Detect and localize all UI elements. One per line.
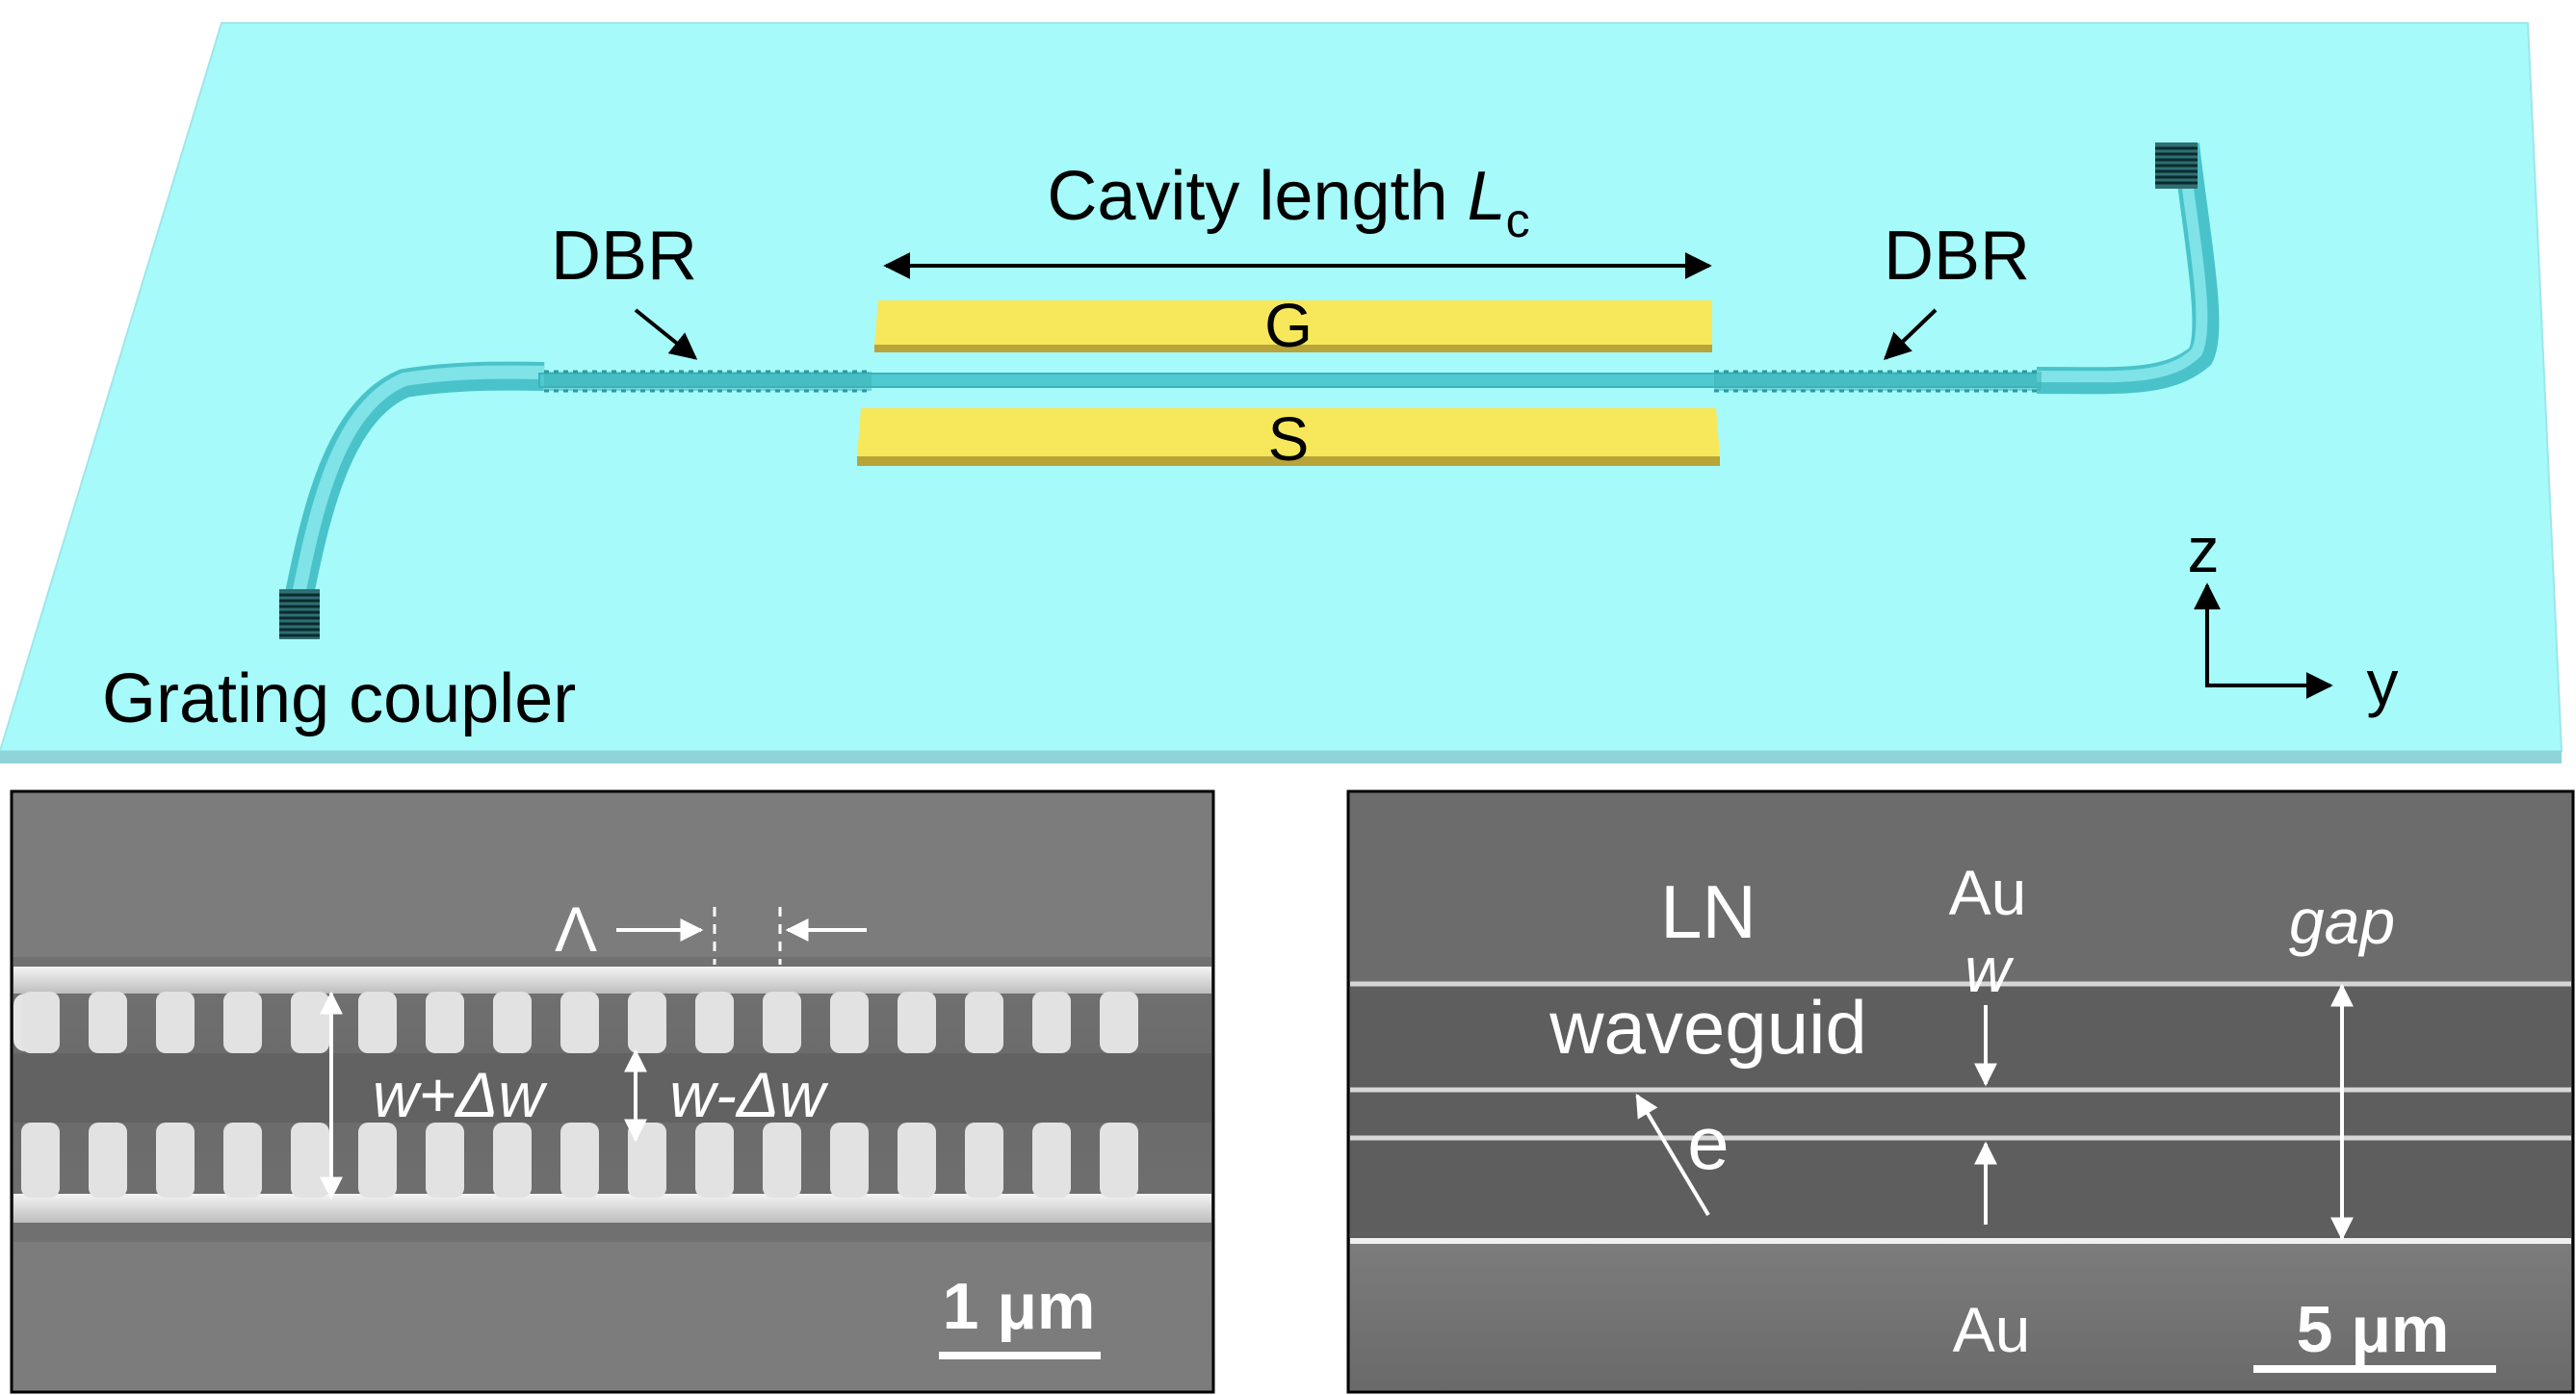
ground-electrode bbox=[874, 300, 1712, 352]
dbr-tooth-upper bbox=[830, 992, 869, 1053]
dbr-tooth-lower bbox=[965, 1123, 1003, 1198]
signal-electrode bbox=[857, 408, 1720, 466]
top-gold-region bbox=[1350, 793, 2571, 984]
sem-right-scale-bar bbox=[2253, 1365, 2496, 1373]
sem-right-scale-label: 5 μm bbox=[2297, 1293, 2450, 1366]
dbr-left-pointer bbox=[634, 308, 698, 360]
au-top-label: Au bbox=[1949, 857, 2027, 928]
dbr-tooth-lower bbox=[89, 1123, 127, 1198]
grating-coupler-label: Grating coupler bbox=[102, 660, 576, 737]
wide-width-label: w+Δw bbox=[373, 1059, 548, 1130]
dbr-tooth-lower bbox=[830, 1123, 869, 1198]
substrate-edge bbox=[0, 751, 2562, 763]
dbr-tooth-upper bbox=[21, 992, 60, 1053]
waveguide-left-bend-top bbox=[292, 365, 545, 597]
dbr-tooth-lower bbox=[898, 1123, 936, 1198]
waveguide-pointer bbox=[1635, 1093, 1710, 1217]
dbr-tooth-upper bbox=[898, 992, 936, 1053]
device-schematic: G S Cavity length Lc DBR DBR Grating cou… bbox=[0, 22, 2563, 763]
waveguide bbox=[284, 142, 2220, 602]
dbr-tooth-lower bbox=[695, 1123, 734, 1198]
ln-label: LN bbox=[1660, 869, 1756, 954]
waveguide-label-tail: e bbox=[1687, 1100, 1729, 1185]
dbr-tooth-upper bbox=[965, 992, 1003, 1053]
dbr-tooth-upper bbox=[358, 992, 397, 1053]
dbr-tooth-lower bbox=[763, 1123, 801, 1198]
dbr-tooth-upper bbox=[763, 992, 801, 1053]
waveguide-right-bend-top bbox=[2036, 143, 2208, 383]
dbr-tooth-upper bbox=[291, 992, 329, 1053]
waveguide-label: waveguid bbox=[1548, 985, 1867, 1070]
dbr-tooth-lower bbox=[156, 1123, 195, 1198]
dbr-tooth-upper bbox=[628, 992, 666, 1053]
sem-left-scale-label: 1 μm bbox=[943, 1270, 1096, 1343]
dbr-tooth-lower bbox=[426, 1123, 464, 1198]
z-axis-label: z bbox=[2188, 514, 2220, 585]
dbr-tooth-lower bbox=[493, 1123, 532, 1198]
dbr-lower-ridge bbox=[13, 1194, 1211, 1223]
dbr-tooth-upper bbox=[695, 992, 734, 1053]
dbr-tooth-upper bbox=[1032, 992, 1071, 1053]
w-label: w bbox=[1965, 934, 2015, 1005]
dbr-tooth-lower bbox=[223, 1123, 262, 1198]
cavity-length-label: Cavity length Lc bbox=[1047, 158, 1529, 247]
dbr-tooth-lower bbox=[1100, 1123, 1138, 1198]
grating-coupler-right bbox=[2155, 142, 2198, 189]
dbr-tooth-upper bbox=[426, 992, 464, 1053]
dbr-tooth-lower bbox=[560, 1123, 599, 1198]
narrow-width-label: w-Δw bbox=[669, 1059, 829, 1130]
period-label: Λ bbox=[555, 893, 597, 965]
dbr-left-label: DBR bbox=[551, 218, 697, 295]
signal-electrode-label: S bbox=[1268, 404, 1310, 474]
dbr-tooth-upper bbox=[223, 992, 262, 1053]
dbr-tooth-upper bbox=[493, 992, 532, 1053]
dbr-right-label: DBR bbox=[1884, 218, 2030, 295]
sem-image-dbr: Λ w+Δw w-Δw 1 μm bbox=[10, 789, 1215, 1394]
au-bottom-label: Au bbox=[1953, 1294, 2031, 1365]
dbr-grating-right bbox=[1714, 370, 2042, 393]
dbr-tooth-upper bbox=[560, 992, 599, 1053]
grating-coupler-left bbox=[279, 589, 320, 639]
gap-region bbox=[1350, 987, 2571, 1239]
dbr-tooth-upper bbox=[1100, 992, 1138, 1053]
dbr-tooth-lower bbox=[1032, 1123, 1071, 1198]
dbr-tooth-upper bbox=[156, 992, 195, 1053]
dbr-tooth-lower bbox=[358, 1123, 397, 1198]
ground-electrode-label: G bbox=[1264, 291, 1313, 360]
coordinate-axes: z y bbox=[2188, 514, 2399, 718]
sem-image-electrodes: LN waveguid e Au w gap Au 5 μm bbox=[1346, 789, 2575, 1394]
dbr-tooth-lower bbox=[291, 1123, 329, 1198]
sem-left-scale-bar bbox=[939, 1352, 1101, 1359]
dbr-tooth-upper bbox=[89, 992, 127, 1053]
y-axis-label: y bbox=[2367, 647, 2399, 718]
dbr-grating-left bbox=[544, 370, 872, 393]
dbr-right-pointer bbox=[1883, 308, 1938, 360]
gap-label: gap bbox=[2289, 886, 2395, 957]
dbr-tooth-lower bbox=[21, 1123, 60, 1198]
